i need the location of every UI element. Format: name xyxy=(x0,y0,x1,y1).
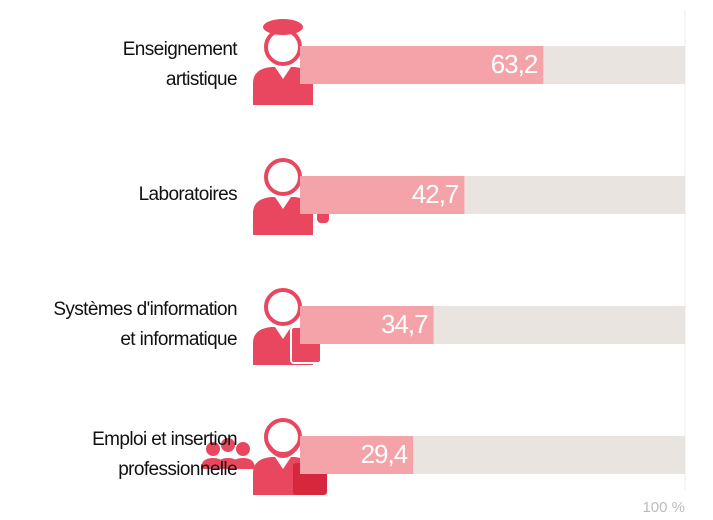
category-label: artistique xyxy=(166,69,237,90)
icon-head xyxy=(264,28,302,66)
x-tick-label: 100 % xyxy=(642,499,685,516)
bar xyxy=(300,46,544,84)
value-label: 42,7 xyxy=(412,179,459,209)
icon-collar xyxy=(275,327,291,339)
bar xyxy=(300,176,465,214)
category-label: Laboratoires xyxy=(139,184,238,205)
icon-beret xyxy=(263,19,303,35)
icon-beard xyxy=(268,441,298,458)
value-label: 34,7 xyxy=(381,309,428,339)
value-label: 63,2 xyxy=(491,49,538,79)
icon-head xyxy=(264,288,302,326)
icon-head xyxy=(264,158,302,196)
group-head xyxy=(221,438,235,452)
value-label: 29,4 xyxy=(361,439,408,469)
group-head xyxy=(206,442,220,456)
icon-body xyxy=(253,67,313,105)
icons xyxy=(201,19,329,495)
category-label: et informatique xyxy=(120,329,237,350)
category-label: Systèmes d'information xyxy=(53,299,237,320)
icon-collar xyxy=(275,67,291,79)
person-icon xyxy=(253,19,313,105)
category-label: Emploi et insertion xyxy=(92,429,237,450)
category-label: professionnelle xyxy=(118,459,237,480)
icon-collar xyxy=(275,197,291,209)
group-head xyxy=(236,442,250,456)
group-body xyxy=(231,458,255,469)
icon-body xyxy=(253,197,313,235)
icon-collar xyxy=(275,457,291,469)
category-label: Enseignement xyxy=(123,39,239,60)
bar xyxy=(300,436,414,474)
bar xyxy=(300,306,434,344)
